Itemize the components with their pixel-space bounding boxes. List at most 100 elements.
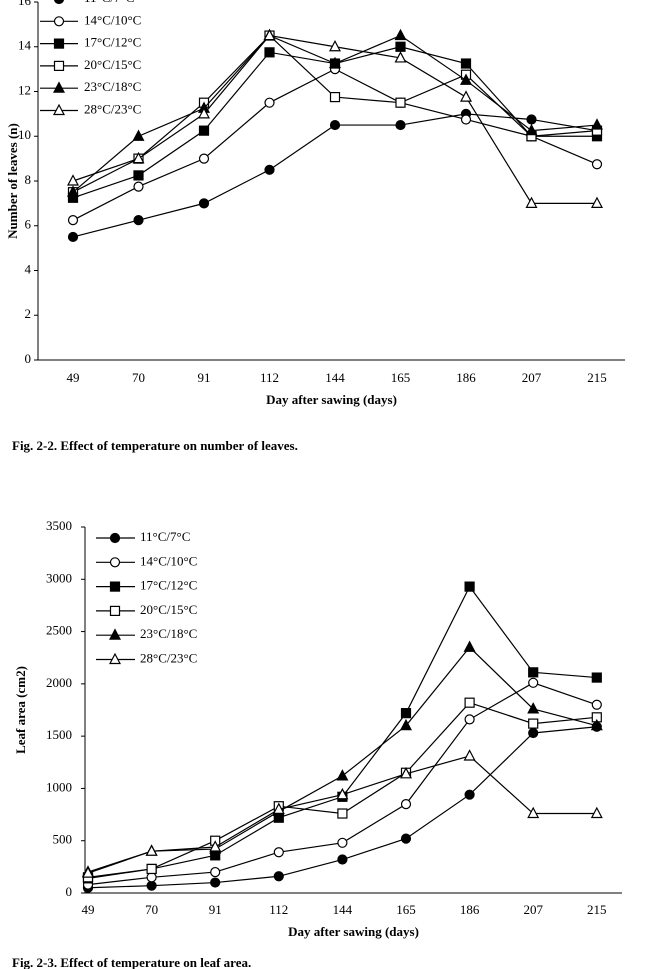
marker bbox=[591, 672, 602, 683]
marker bbox=[460, 58, 472, 69]
marker bbox=[395, 119, 406, 131]
y-axis-title: Leaf area (cm2) bbox=[13, 666, 28, 754]
legend-marker bbox=[109, 605, 121, 617]
x-tick-label: 215 bbox=[587, 902, 607, 917]
legend-marker bbox=[109, 532, 121, 544]
marker bbox=[145, 844, 158, 856]
y-tick-label: 2000 bbox=[46, 675, 72, 690]
x-tick-label: 186 bbox=[456, 370, 476, 385]
legend-marker bbox=[109, 581, 121, 592]
legend-label: 11°C/7°C bbox=[84, 0, 134, 5]
marker bbox=[400, 767, 412, 779]
marker bbox=[591, 196, 603, 208]
y-tick-label: 1000 bbox=[46, 779, 72, 794]
y-tick-label: 2 bbox=[25, 306, 32, 321]
marker bbox=[272, 802, 285, 814]
marker bbox=[329, 91, 341, 103]
marker bbox=[528, 677, 539, 688]
marker bbox=[460, 114, 472, 125]
legend-label: 23°C/18°C bbox=[84, 79, 141, 94]
y-tick-label: 500 bbox=[53, 832, 73, 847]
series-line bbox=[87, 682, 597, 886]
marker bbox=[210, 866, 221, 878]
x-tick-label: 207 bbox=[522, 370, 542, 385]
series-line bbox=[72, 68, 598, 221]
marker bbox=[198, 125, 210, 136]
y-tick-label: 2500 bbox=[46, 623, 72, 638]
marker bbox=[463, 640, 476, 652]
marker bbox=[337, 837, 348, 848]
marker bbox=[329, 119, 341, 131]
y-tick-label: 14 bbox=[18, 38, 32, 53]
marker bbox=[329, 56, 341, 69]
marker bbox=[198, 198, 210, 209]
marker bbox=[527, 702, 540, 714]
marker bbox=[528, 667, 539, 678]
marker bbox=[67, 215, 79, 226]
x-tick-label: 91 bbox=[198, 370, 211, 385]
legend-label: 14°C/10°C bbox=[140, 553, 197, 568]
y-tick-label: 8 bbox=[25, 172, 32, 187]
marker bbox=[395, 41, 406, 52]
legend-marker bbox=[54, 0, 64, 5]
marker bbox=[336, 769, 349, 781]
marker bbox=[146, 880, 157, 891]
marker bbox=[400, 833, 412, 844]
marker bbox=[133, 170, 144, 181]
x-tick-label: 186 bbox=[460, 902, 480, 917]
legend-label: 17°C/12°C bbox=[84, 35, 141, 50]
marker bbox=[528, 727, 539, 739]
marker bbox=[133, 215, 144, 226]
legend-label: 20°C/15°C bbox=[140, 602, 197, 617]
legend-label: 23°C/18°C bbox=[140, 626, 197, 641]
marker bbox=[464, 581, 475, 592]
caption: Fig. 2-2. Effect of temperature on numbe… bbox=[12, 438, 298, 453]
marker bbox=[528, 718, 539, 729]
y-axis-title: Number of leaves (n) bbox=[5, 123, 20, 239]
legend-label: 20°C/15°C bbox=[84, 57, 141, 72]
marker bbox=[400, 708, 412, 719]
marker bbox=[133, 181, 144, 192]
x-tick-label: 49 bbox=[82, 902, 95, 917]
marker bbox=[329, 39, 341, 52]
marker bbox=[464, 714, 475, 725]
legend-marker bbox=[109, 557, 121, 568]
marker bbox=[460, 90, 472, 102]
y-tick-label: 6 bbox=[25, 217, 32, 232]
marker bbox=[400, 718, 412, 731]
legend-marker bbox=[109, 652, 121, 665]
marker bbox=[273, 871, 284, 882]
marker bbox=[336, 787, 349, 800]
marker bbox=[210, 877, 221, 888]
y-tick-label: 4 bbox=[25, 261, 32, 276]
y-tick-label: 3000 bbox=[46, 570, 72, 585]
y-tick-label: 0 bbox=[25, 351, 32, 366]
marker bbox=[198, 107, 210, 119]
legend-label: 28°C/23°C bbox=[84, 101, 141, 116]
marker bbox=[463, 749, 476, 761]
marker bbox=[590, 718, 603, 731]
marker bbox=[209, 840, 222, 852]
marker bbox=[395, 97, 406, 108]
x-tick-label: 112 bbox=[260, 370, 279, 385]
caption: Fig. 2-3. Effect of temperature on leaf … bbox=[12, 955, 251, 969]
x-tick-label: 165 bbox=[391, 370, 411, 385]
marker bbox=[464, 697, 475, 708]
marker bbox=[264, 97, 275, 108]
legend-label: 28°C/23°C bbox=[140, 650, 197, 665]
y-tick-label: 12 bbox=[18, 82, 31, 97]
x-tick-label: 144 bbox=[325, 370, 345, 385]
marker bbox=[591, 699, 602, 710]
marker bbox=[67, 231, 79, 243]
legend-label: 17°C/12°C bbox=[140, 578, 197, 593]
marker bbox=[146, 872, 157, 883]
marker bbox=[132, 151, 145, 164]
marker bbox=[337, 854, 348, 865]
y-tick-label: 0 bbox=[66, 884, 73, 899]
marker bbox=[132, 129, 145, 141]
marker bbox=[394, 28, 407, 41]
marker bbox=[526, 114, 537, 125]
x-axis-title: Day after sawing (days) bbox=[266, 392, 397, 407]
marker bbox=[198, 153, 210, 164]
marker bbox=[400, 799, 412, 810]
